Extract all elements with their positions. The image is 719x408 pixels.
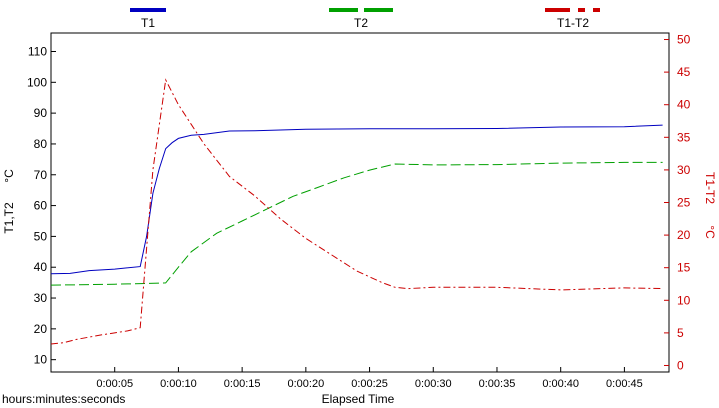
x-tick-label: 0:00:15 xyxy=(224,378,261,390)
y-right-tick-label: 50 xyxy=(677,33,691,47)
y-right-tick-label: 15 xyxy=(677,261,691,275)
y-left-tick-label: 10 xyxy=(34,353,48,367)
series-line-t2 xyxy=(50,161,663,286)
series-line-t1 xyxy=(50,124,663,275)
y-axis-right-unit: °C xyxy=(703,225,717,239)
y-left-tick-label: 70 xyxy=(34,168,48,182)
y-left-tick-label: 30 xyxy=(34,291,48,305)
x-tick-label: 0:00:10 xyxy=(160,378,197,390)
y-right-tick-label: 40 xyxy=(677,98,691,112)
y-axis-left: 10 20 30 40 50 60 70 80 90 100 110 xyxy=(27,44,56,367)
y-left-tick-label: 40 xyxy=(34,260,48,274)
legend-label: T2 xyxy=(354,16,368,30)
x-unit-label: hours:minutes:seconds xyxy=(2,392,125,406)
y-left-tick-label: 20 xyxy=(34,322,48,336)
y-right-tick-label: 45 xyxy=(677,65,691,79)
x-tick-label: 0:00:35 xyxy=(479,378,516,390)
y-right-tick-label: 5 xyxy=(677,326,684,340)
y-axis-right-label: T1-T2 xyxy=(703,172,717,204)
x-tick-label: 0:00:40 xyxy=(542,378,579,390)
legend-label: T1 xyxy=(141,16,155,30)
legend: T1 T2 T1-T2 xyxy=(130,8,600,30)
y-right-tick-label: 20 xyxy=(677,228,691,242)
x-tick-label: 0:00:05 xyxy=(96,378,133,390)
y-right-tick-label: 10 xyxy=(677,293,691,307)
y-left-tick-label: 90 xyxy=(34,106,48,120)
x-tick-label: 0:00:25 xyxy=(351,378,388,390)
y-left-tick-label: 50 xyxy=(34,229,48,243)
y-right-tick-label: 25 xyxy=(677,196,691,210)
y-axis-left-unit: °C xyxy=(2,169,16,183)
y-right-tick-label: 30 xyxy=(677,163,691,177)
y-left-tick-label: 80 xyxy=(34,137,48,151)
x-tick-label: 0:00:20 xyxy=(287,378,324,390)
y-left-tick-label: 100 xyxy=(27,75,47,89)
y-right-tick-label: 0 xyxy=(677,358,684,372)
y-right-tick-label: 35 xyxy=(677,130,691,144)
y-axis-left-label: T1,T2 xyxy=(2,202,16,234)
y-axis-right: 0 5 10 15 20 25 30 35 40 45 50 xyxy=(664,33,691,372)
x-axis: 0:00:05 0:00:10 0:00:15 0:00:20 0:00:25 0:00:… xyxy=(96,367,643,390)
x-tick-label: 0:00:30 xyxy=(415,378,452,390)
x-tick-label: 0:00:45 xyxy=(606,378,643,390)
y-left-tick-label: 110 xyxy=(28,44,47,58)
series-layer xyxy=(50,78,663,345)
series-line-t1-t2 xyxy=(50,78,663,345)
y-left-tick-label: 60 xyxy=(34,199,48,213)
legend-label: T1-T2 xyxy=(557,16,589,30)
x-axis-label: Elapsed Time xyxy=(322,392,395,406)
